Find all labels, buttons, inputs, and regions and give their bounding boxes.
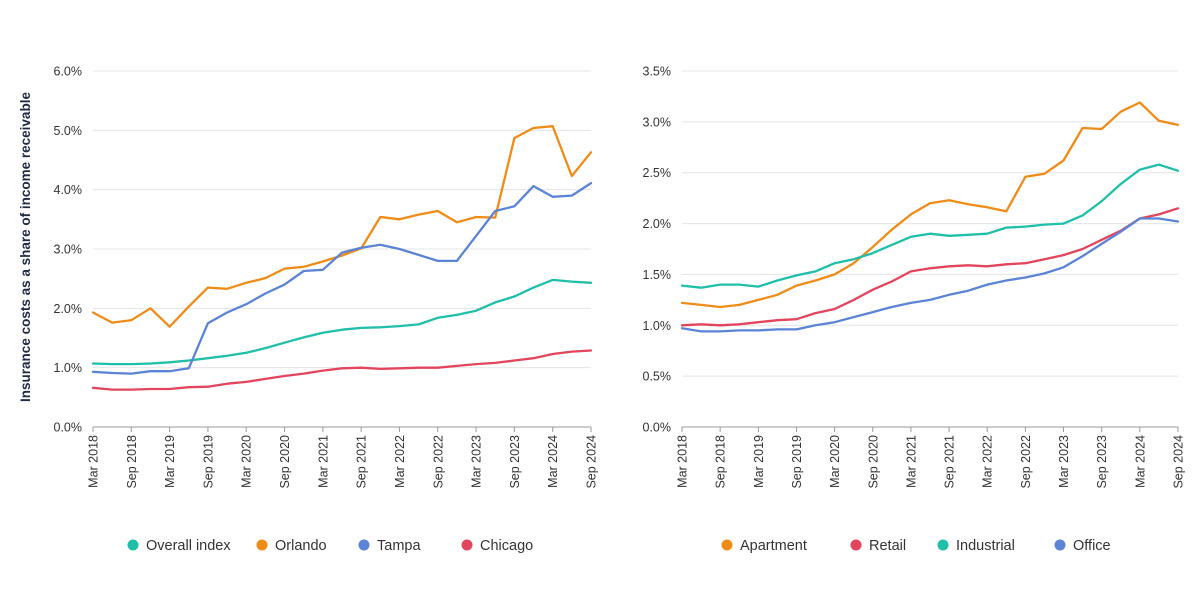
- x-tick-label: Mar 2024: [1133, 435, 1147, 488]
- chart-panel-2: 0.0% 0.5% 1.0% 1.5% 2.0% 2.5% 3.0% 3.5% Mar 2018…: [643, 65, 1186, 555]
- series-line-overall-index: [91, 278, 593, 366]
- y-tick-label: 2.0%: [643, 217, 672, 231]
- x-tick-label: Mar 2021: [904, 435, 918, 488]
- x-tick-label: Sep 2018: [125, 435, 139, 489]
- x-tick-label: Mar 2018: [676, 435, 690, 488]
- series-line-retail: [680, 207, 1180, 327]
- legend-item: Orlando: [256, 538, 327, 554]
- legend-swatch: [721, 539, 733, 551]
- chart-panel-1: 0.0% 1.0% 2.0% 3.0% 4.0% 5.0% 6.0% Mar 2018 Sep …: [18, 65, 599, 555]
- series-line-industrial: [680, 163, 1180, 289]
- y-tick-label: 2.0%: [54, 302, 83, 316]
- legend-label: Overall index: [146, 538, 231, 554]
- y-tick-label: 2.5%: [643, 166, 672, 180]
- x-tick-label: Sep 2024: [1172, 435, 1186, 489]
- legend: Apartment Retail Industrial Office: [721, 538, 1111, 554]
- y-tick-label: 0.5%: [643, 370, 672, 384]
- x-tick-label: Mar 2023: [470, 435, 484, 488]
- y-tick-label: 0.0%: [643, 421, 672, 435]
- y-tick-label: 3.0%: [643, 115, 672, 129]
- x-tick-label: Sep 2020: [278, 435, 292, 489]
- y-tick-label: 1.0%: [54, 361, 83, 375]
- x-tick-label: Mar 2022: [981, 435, 995, 488]
- y-tick-label: 6.0%: [54, 65, 83, 79]
- x-tick-label: Sep 2023: [508, 435, 522, 489]
- x-tick-label: Sep 2023: [1095, 435, 1109, 489]
- x-tick-label: Sep 2022: [1019, 435, 1033, 489]
- series-line-tampa: [91, 181, 593, 375]
- legend-item: Chicago: [461, 538, 533, 554]
- x-tick-label: Mar 2024: [546, 435, 560, 488]
- x-tick-label: Mar 2020: [240, 435, 254, 488]
- x-tick-label: Mar 2019: [163, 435, 177, 488]
- legend-item: Tampa: [358, 538, 421, 554]
- x-tick-label: Sep 2024: [585, 435, 599, 489]
- legend-swatch: [850, 539, 862, 551]
- legend-item: Office: [1054, 538, 1111, 554]
- legend-swatch: [127, 539, 139, 551]
- y-tick-label: 3.5%: [643, 65, 672, 79]
- legend-label: Industrial: [956, 538, 1015, 554]
- series-line-office: [680, 217, 1180, 333]
- legend: Overall index Orlando Tampa Chicago: [127, 538, 533, 554]
- y-tick-label: 3.0%: [54, 243, 83, 257]
- legend-swatch: [461, 539, 473, 551]
- x-tick-label: Sep 2021: [355, 435, 369, 489]
- legend-label: Chicago: [480, 538, 533, 554]
- x-tick-label: Sep 2021: [943, 435, 957, 489]
- legend-swatch: [358, 539, 370, 551]
- legend-item: Apartment: [721, 538, 807, 554]
- x-tick-label: Sep 2019: [790, 435, 804, 489]
- x-tick-label: Mar 2021: [316, 435, 330, 488]
- x-tick-label: Mar 2019: [752, 435, 766, 488]
- y-tick-label: 5.0%: [54, 124, 83, 138]
- x-tick-label: Sep 2019: [201, 435, 215, 489]
- series-line-chicago: [91, 349, 593, 391]
- x-tick-label: Sep 2020: [866, 435, 880, 489]
- y-axis-title: Insurance costs as a share of income rec…: [18, 92, 33, 402]
- legend-label: Apartment: [740, 538, 807, 554]
- y-tick-label: 4.0%: [54, 183, 83, 197]
- series-line-apartment: [680, 101, 1180, 309]
- legend-label: Tampa: [377, 538, 421, 554]
- legend-label: Office: [1073, 538, 1111, 554]
- x-tick-label: Sep 2022: [431, 435, 445, 489]
- x-tick-label: Sep 2018: [714, 435, 728, 489]
- x-tick-label: Mar 2020: [828, 435, 842, 488]
- x-tick-label: Mar 2023: [1057, 435, 1071, 488]
- x-tick-label: Mar 2022: [393, 435, 407, 488]
- legend-item: Industrial: [937, 538, 1015, 554]
- series-line-orlando: [91, 125, 593, 328]
- legend-label: Orlando: [275, 538, 327, 554]
- y-tick-label: 1.5%: [643, 268, 672, 282]
- legend-swatch: [1054, 539, 1066, 551]
- y-tick-label: 1.0%: [643, 319, 672, 333]
- y-tick-label: 0.0%: [54, 421, 83, 435]
- legend-label: Retail: [869, 538, 906, 554]
- legend-swatch: [937, 539, 949, 551]
- x-tick-label: Mar 2018: [87, 435, 101, 488]
- legend-item: Overall index: [127, 538, 231, 554]
- legend-item: Retail: [850, 538, 906, 554]
- legend-swatch: [256, 539, 268, 551]
